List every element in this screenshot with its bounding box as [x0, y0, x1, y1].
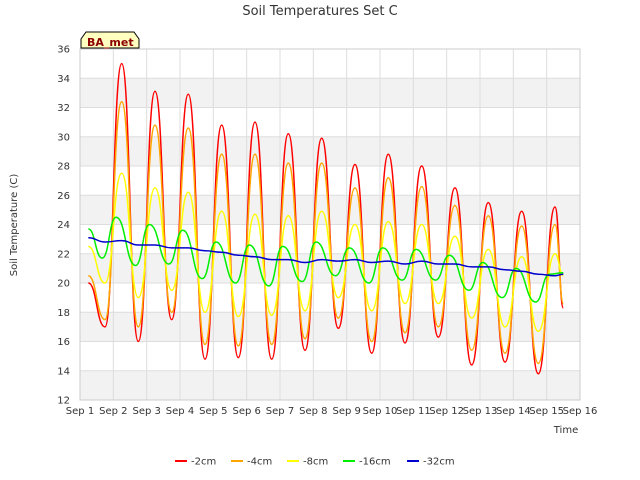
grid-band — [80, 78, 580, 108]
x-tick-label: Sep 15 — [529, 406, 564, 417]
y-tick-label: 30 — [57, 132, 70, 143]
station-badge: BA_met — [80, 31, 140, 49]
legend-label: -32cm — [423, 457, 455, 468]
x-tick-label: Sep 10 — [363, 406, 398, 417]
x-tick-label: Sep 4 — [166, 406, 194, 417]
series-layer — [87, 62, 565, 375]
plot-background-bands — [80, 78, 580, 400]
x-tick-label: Sep 1 — [66, 406, 94, 417]
axis-ticks: 12 14 16 18 20 22 24 26 28 30 32 34 36 Sep 1 Sep 2 Sep … — [57, 45, 597, 418]
legend: -2cm -4cm -8cm -16cm -32cm — [175, 457, 455, 468]
badge-label: BA_met — [87, 36, 134, 49]
grid-band — [80, 136, 580, 166]
y-tick-label: 28 — [57, 162, 70, 173]
legend-label: -4cm — [247, 457, 272, 468]
x-tick-label: Sep 11 — [396, 406, 431, 417]
x-tick-label: Sep 16 — [563, 406, 598, 417]
y-tick-label: 16 — [57, 337, 70, 348]
x-tick-label: Sep 2 — [99, 406, 127, 417]
grid-band — [80, 312, 580, 342]
x-tick-label: Sep 5 — [199, 406, 227, 417]
legend-label: -16cm — [359, 457, 391, 468]
y-tick-label: 26 — [57, 191, 70, 202]
badge-shape — [80, 31, 140, 49]
x-tick-label: Sep 6 — [232, 406, 260, 417]
x-tick-label: Sep 9 — [332, 406, 360, 417]
y-tick-label: 12 — [57, 396, 70, 407]
y-axis-label: Soil Temperature (C) — [9, 174, 20, 277]
y-tick-label: 24 — [57, 220, 70, 231]
y-tick-label: 22 — [57, 249, 70, 260]
y-tick-label: 20 — [57, 279, 70, 290]
plot-frame — [79, 48, 581, 401]
chart-title: Soil Temperatures Set C — [242, 4, 397, 19]
y-tick-label: 36 — [57, 45, 70, 56]
series-line-4cm — [87, 100, 565, 365]
y-tick-label: 18 — [57, 308, 70, 319]
y-tick-label: 14 — [57, 366, 70, 377]
grid-band — [80, 370, 580, 400]
x-tick-label: Sep 3 — [132, 406, 160, 417]
y-tick-label: 34 — [57, 74, 70, 85]
x-tick-label: Sep 12 — [429, 406, 464, 417]
x-axis-label: Time — [553, 425, 578, 436]
legend-label: -2cm — [191, 457, 216, 468]
series-line-32cm — [88, 236, 564, 277]
series-line-16cm — [87, 216, 564, 303]
x-tick-label: Sep 7 — [266, 406, 294, 417]
x-tick-label: Sep 14 — [496, 406, 531, 417]
x-tick-label: Sep 13 — [463, 406, 498, 417]
y-tick-label: 32 — [57, 103, 70, 114]
series-line-8cm — [87, 172, 564, 333]
x-tick-label: Sep 8 — [299, 406, 327, 417]
legend-label: -8cm — [303, 457, 328, 468]
